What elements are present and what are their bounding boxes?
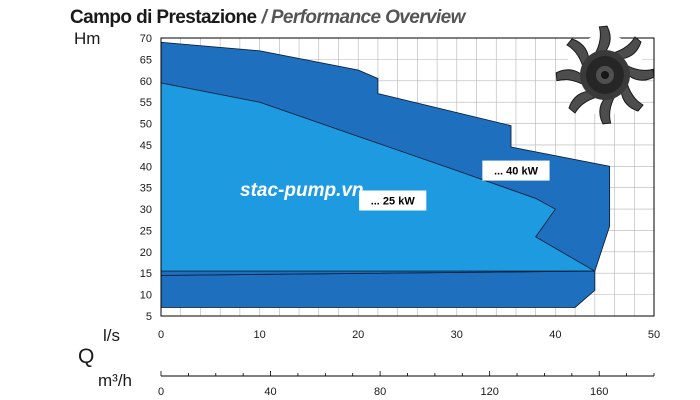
x-tick-label: 20 [352, 329, 364, 341]
series-label-box [482, 160, 550, 181]
y-tick-label: 40 [140, 161, 152, 173]
y-tick-label: 15 [140, 268, 152, 280]
x-unit-primary: l/s [103, 326, 120, 345]
y-tick-label: 10 [140, 290, 152, 302]
y-tick-label: 70 [140, 33, 152, 45]
chart-title: Campo di Prestazione / Performance Overvi… [70, 7, 467, 28]
y-tick-label: 55 [140, 97, 152, 109]
y-tick-labels: 5 10 15 20 25 30 35 40 45 50 55 60 65 70 [140, 33, 152, 323]
chart-title-sub: / Performance Overview [261, 7, 467, 28]
y-tick-label: 65 [140, 54, 152, 66]
x-tick-label: 0 [158, 329, 164, 341]
secondary-tick-label: 160 [590, 386, 608, 398]
x-tick-label: 50 [648, 329, 660, 341]
secondary-tick-label: 40 [264, 386, 276, 398]
secondary-tick-label: 120 [480, 386, 498, 398]
series-label: ... 25 kW [371, 196, 416, 208]
x-axis-label: Q [78, 345, 94, 368]
y-axis-label: Hm [74, 29, 100, 48]
series-label-box [359, 190, 427, 211]
x-unit-secondary: m³/h [98, 371, 132, 390]
y-tick-label: 45 [140, 140, 152, 152]
watermark-text: stac-pump.vn [240, 180, 364, 201]
x-tick-label: 30 [451, 329, 463, 341]
y-tick-label: 60 [140, 76, 152, 88]
chart-subtitle: Performance Overview [271, 7, 467, 28]
secondary-tick-label: 80 [374, 386, 386, 398]
x-tick-label: 40 [549, 329, 561, 341]
y-tick-label: 30 [140, 204, 152, 216]
impeller-icon [555, 25, 655, 125]
y-tick-label: 5 [146, 311, 152, 323]
y-tick-label: 50 [140, 119, 152, 131]
series-label: ... 40 kW [494, 166, 539, 178]
secondary-tick-label: 0 [158, 386, 164, 398]
y-tick-label: 35 [140, 183, 152, 195]
y-tick-label: 25 [140, 225, 152, 237]
series-labels: ... 40 kW ... 25 kW [359, 160, 550, 211]
secondary-axis: 0 40 80 120 160 [158, 371, 655, 398]
x-tick-label: 10 [253, 329, 265, 341]
x-tick-labels: 0 10 20 30 40 50 [158, 329, 660, 341]
areas [160, 41, 611, 308]
y-tick-label: 20 [140, 247, 152, 259]
chart-title-main: Campo di Prestazione [70, 7, 257, 28]
plot-frame [160, 37, 655, 317]
